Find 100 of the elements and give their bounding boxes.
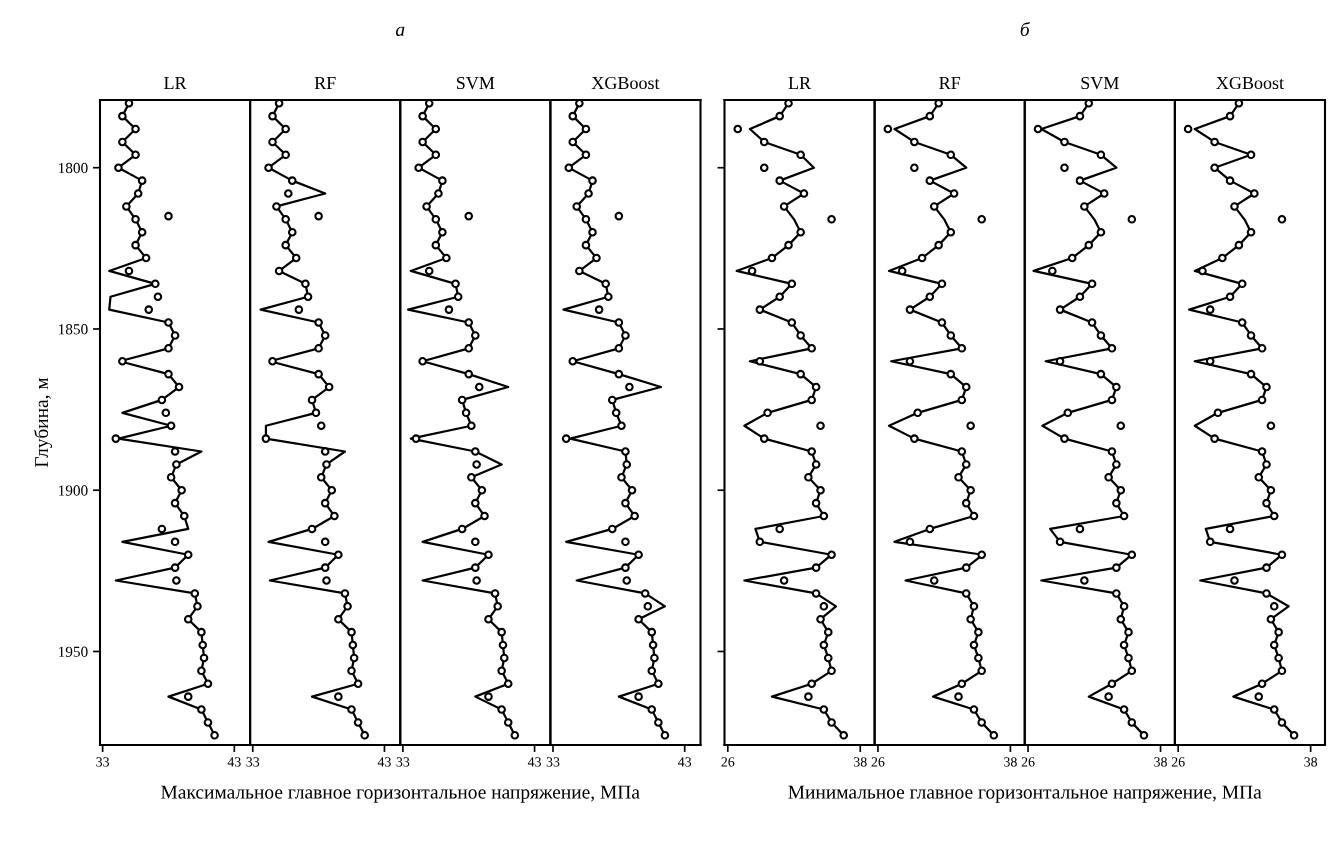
point [1254,692,1264,701]
point [1210,434,1219,443]
point [141,253,151,263]
point [946,227,956,237]
point [643,602,653,611]
point [1246,227,1256,237]
point [164,318,173,327]
point [581,124,591,134]
point [343,602,352,611]
point [1274,653,1283,663]
point [929,576,939,585]
point [759,137,769,147]
point [170,537,180,547]
point [114,163,123,173]
point [124,266,134,276]
point [561,434,571,443]
point [1096,331,1106,340]
point [1257,344,1267,353]
point [311,408,321,418]
point [1277,666,1287,676]
point [324,382,334,392]
point [144,305,154,314]
point [910,434,919,443]
point [424,266,434,276]
point [320,498,330,508]
point [917,253,927,263]
point [414,163,423,173]
point [1277,215,1287,224]
point [320,563,330,572]
point [291,253,301,263]
point [303,292,313,302]
point [1269,640,1279,650]
point [575,100,584,108]
point [807,447,816,456]
point [464,318,474,327]
point [424,100,434,108]
point [474,382,484,392]
point [203,679,213,689]
point [170,447,180,456]
point [1274,627,1283,637]
point [650,653,659,663]
point [1246,150,1256,160]
point [905,356,915,366]
x-tick-label: 43 [527,757,541,767]
point [627,485,637,495]
point [197,666,206,676]
point [621,498,630,508]
point [457,395,467,405]
point [946,150,956,160]
point [349,653,359,663]
point [1210,163,1219,173]
point [1075,111,1085,121]
point [654,679,663,689]
y-tick-label: 1800 [58,162,88,174]
point [1225,111,1235,121]
point [811,460,821,469]
point [1124,653,1133,663]
point [118,356,127,366]
point [1104,473,1113,482]
point [322,460,331,469]
point [1262,382,1271,392]
point [575,266,584,276]
point [422,202,431,211]
point [934,240,943,250]
point [796,331,805,340]
point [157,524,167,534]
point [264,163,273,173]
point [883,124,893,134]
point [1269,511,1279,521]
point [1262,460,1271,469]
point [811,382,821,392]
point [322,576,331,585]
point [937,279,947,289]
point [1230,202,1239,211]
x-tick-label: 26 [1171,757,1185,767]
x-tick-label: 33 [246,757,260,767]
point [946,369,956,379]
point [170,331,180,340]
point [347,627,356,637]
point [974,627,983,637]
point [1257,679,1267,689]
point [1119,511,1129,521]
point [261,434,271,443]
point [179,511,189,521]
point [823,653,833,663]
point [1262,498,1271,508]
point [819,511,829,521]
point [281,124,290,134]
point [816,614,825,624]
point [503,718,513,727]
point [1067,253,1077,263]
point [634,550,643,560]
point [779,202,789,211]
point [779,576,789,585]
point [1060,163,1069,173]
point [457,524,467,534]
point [614,344,624,353]
point [284,189,293,198]
point [498,640,508,650]
point [464,369,474,379]
